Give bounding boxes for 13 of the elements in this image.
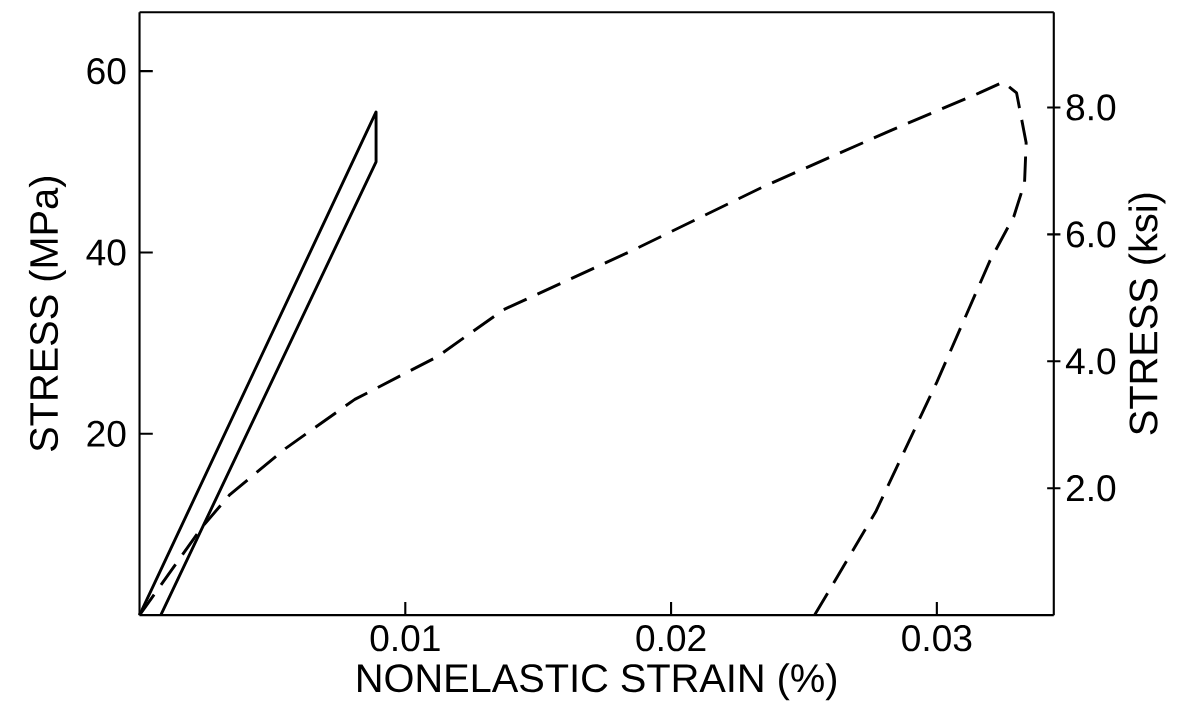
y2-tick-label: 8.0 xyxy=(1066,94,1116,121)
x-axis-title: NONELASTIC STRAIN (%) xyxy=(358,662,836,700)
x-tick-label: 0.03 xyxy=(902,624,972,652)
y-tick-label: 20 xyxy=(87,420,126,447)
y2-tick-label: 4.0 xyxy=(1065,347,1116,375)
y-tick-label: 40 xyxy=(86,239,126,266)
y-axis-title: STRESS (MPa) xyxy=(28,176,66,451)
y2-tick-label: 2.0 xyxy=(1066,474,1116,502)
y-tick-label: 60 xyxy=(87,57,126,85)
y2-tick-label: 6.0 xyxy=(1066,221,1116,248)
x-tick-label: 0.02 xyxy=(636,624,706,652)
x-tick-label: 0.01 xyxy=(370,624,440,652)
y2-axis-title: STRESS (ksi) xyxy=(1128,193,1166,435)
